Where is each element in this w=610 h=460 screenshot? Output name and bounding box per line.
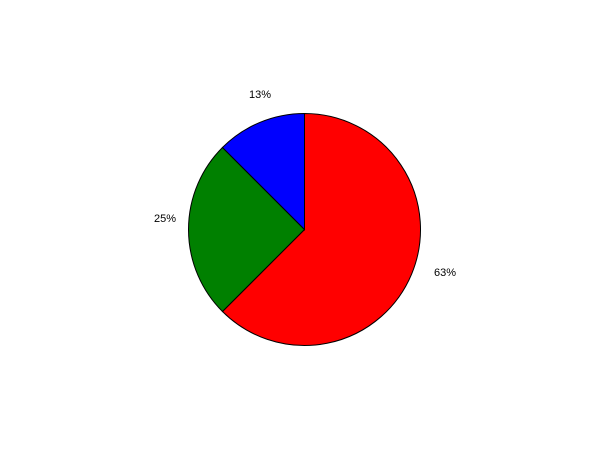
pie-slice-red: [221, 112, 421, 346]
pie-slice-label-green: 25%: [154, 213, 176, 225]
pie-slice-label-blue: 13%: [249, 89, 271, 101]
pie-slice-green: [188, 146, 306, 313]
pie-slice-blue: [221, 112, 305, 231]
pie-slice-label-red: 63%: [434, 267, 456, 279]
